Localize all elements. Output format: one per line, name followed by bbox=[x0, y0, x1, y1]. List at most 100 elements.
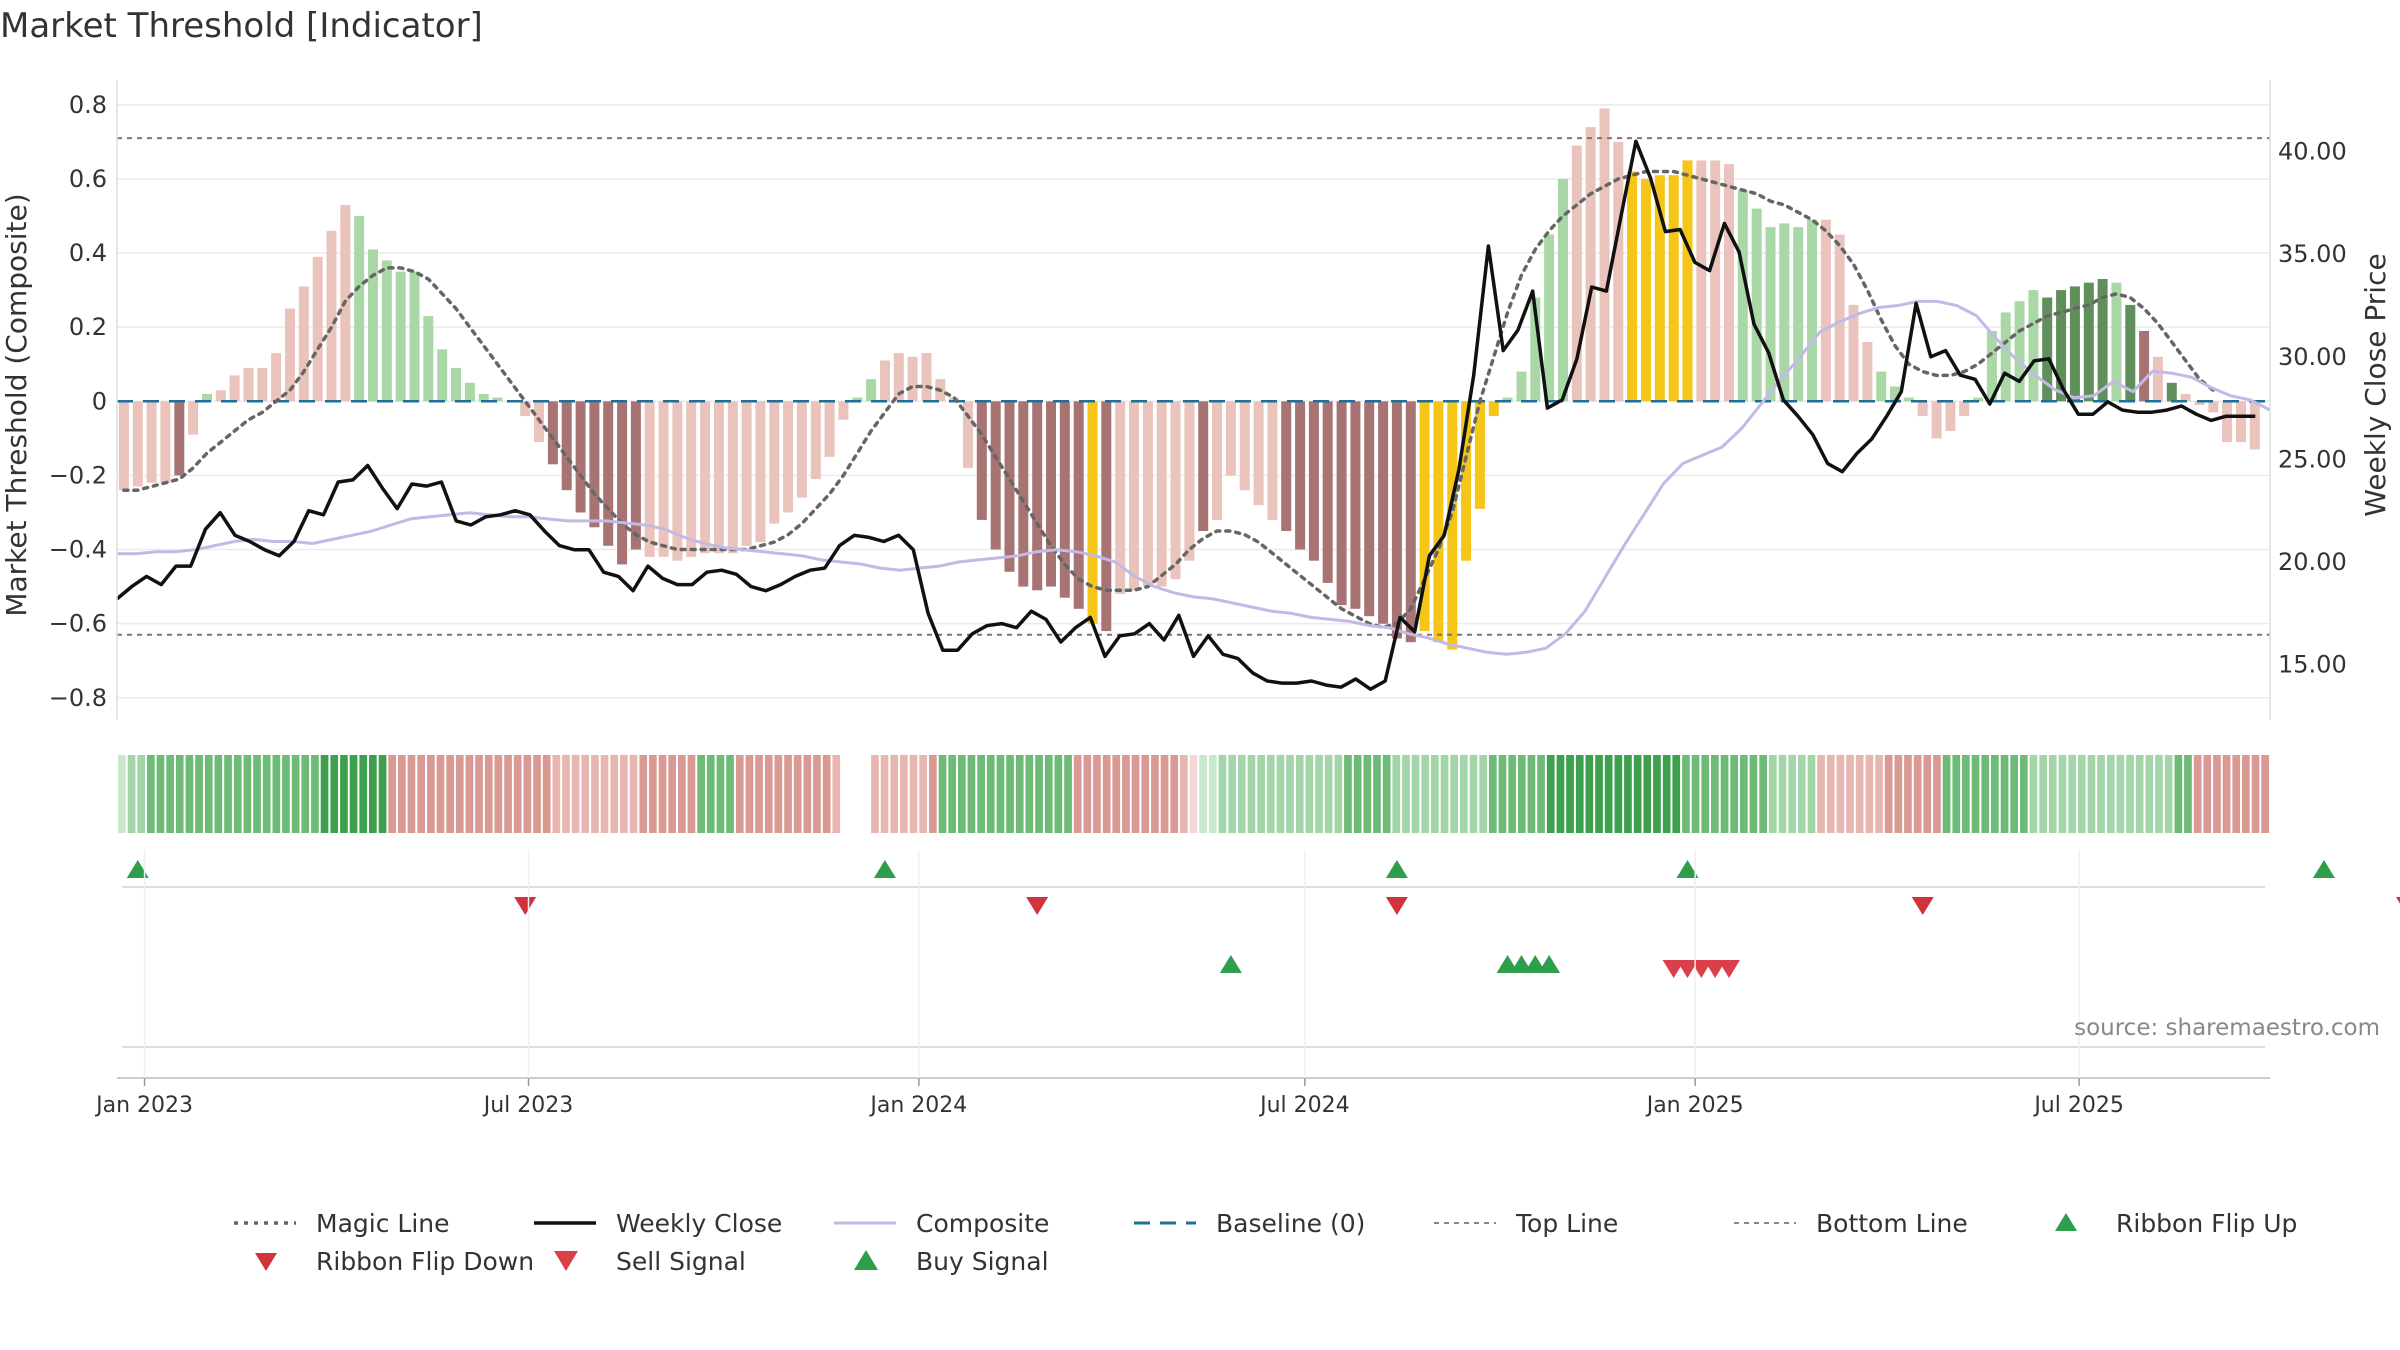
composite-bar bbox=[1170, 401, 1181, 580]
ribbon-segment bbox=[2184, 755, 2192, 833]
composite-bar bbox=[1461, 401, 1472, 561]
ribbon-segment bbox=[1566, 755, 1574, 833]
ribbon-segment bbox=[2068, 755, 2076, 833]
source-note: source: sharemaestro.com bbox=[2074, 1015, 2380, 1041]
sell-signal-marker bbox=[1662, 960, 1685, 978]
composite-bar bbox=[783, 401, 794, 513]
composite-bar bbox=[893, 353, 904, 402]
ribbon-segment bbox=[311, 755, 319, 833]
legend-label: Ribbon Flip Down bbox=[316, 1246, 535, 1276]
composite-bar bbox=[2000, 312, 2011, 402]
ribbon-segment bbox=[475, 755, 483, 833]
sell-signal-marker bbox=[1704, 960, 1727, 978]
composite-bar bbox=[727, 401, 738, 554]
composite-bar bbox=[1364, 401, 1375, 617]
ribbon-segment bbox=[678, 755, 686, 833]
ribbon-segment bbox=[1884, 755, 1893, 833]
ribbon-segment bbox=[1585, 755, 1594, 833]
composite-bar bbox=[243, 367, 254, 402]
ribbon-segment bbox=[533, 755, 541, 833]
ribbon-segment bbox=[1199, 755, 1207, 833]
ribbon-segment bbox=[764, 755, 773, 833]
ribbon-segment bbox=[320, 755, 329, 833]
ribbon-segment bbox=[1421, 755, 1430, 833]
ribbon-segment bbox=[1797, 755, 1806, 833]
ribbon-segment bbox=[2029, 755, 2038, 833]
y2-tick-label: 40.00 bbox=[2278, 138, 2347, 166]
composite-bar bbox=[963, 401, 973, 468]
ribbon-segment bbox=[2048, 755, 2057, 833]
composite-bar bbox=[824, 401, 835, 457]
sell-legend-swatch bbox=[554, 1251, 578, 1271]
ribbon-segment bbox=[2135, 755, 2144, 833]
ribbon-segment bbox=[378, 755, 387, 833]
composite-bar bbox=[1281, 401, 1292, 531]
composite-bar bbox=[492, 397, 503, 402]
ribbon-segment bbox=[1720, 755, 1729, 833]
ribbon-segment bbox=[745, 755, 754, 833]
composite-bar bbox=[1184, 401, 1195, 561]
composite-bar bbox=[1641, 178, 1651, 402]
buy-signal-marker bbox=[1496, 955, 1519, 973]
ribbon-segment bbox=[1749, 755, 1758, 833]
ribbon-segment bbox=[2058, 755, 2067, 833]
composite-bar bbox=[2069, 286, 2080, 402]
composite-bar bbox=[547, 401, 558, 465]
ribbon-segment bbox=[2213, 755, 2221, 833]
composite-bar bbox=[1336, 401, 1347, 606]
composite-bar bbox=[2028, 290, 2039, 402]
composite-bar bbox=[1986, 330, 1997, 402]
x-axis: Jan 2023 Jul 2023 Jan 2024 Jul 2024 Jan 2025… bbox=[94, 850, 2270, 1118]
composite-bar bbox=[271, 353, 282, 402]
composite-bar bbox=[1530, 297, 1541, 402]
ribbon-segment bbox=[706, 755, 715, 833]
composite-bar bbox=[1599, 108, 1610, 402]
composite-bar bbox=[1668, 175, 1679, 402]
ribbon-segment bbox=[1498, 755, 1507, 833]
composite-bar bbox=[1862, 342, 1873, 402]
ribbon-segment bbox=[1411, 755, 1420, 833]
composite-bar bbox=[1613, 141, 1624, 402]
composite-bar bbox=[686, 401, 697, 557]
legend-label: Weekly Close bbox=[616, 1208, 783, 1238]
composite-bar bbox=[298, 286, 309, 402]
composite-bar bbox=[880, 360, 890, 402]
composite-bar bbox=[561, 401, 572, 491]
x-tick-label: Jan 2025 bbox=[1645, 1093, 1744, 1118]
composite-bar bbox=[658, 401, 669, 557]
legend-item-close: Weekly Close bbox=[530, 1205, 782, 1241]
legend-label: Baseline (0) bbox=[1216, 1208, 1366, 1238]
composite-bar bbox=[990, 401, 1001, 550]
ribbon-segment bbox=[1334, 755, 1343, 833]
ribbon-segment bbox=[1083, 755, 1092, 833]
composite-bar bbox=[1696, 160, 1707, 402]
ribbon-segment bbox=[1991, 755, 1999, 833]
composite-bar bbox=[1793, 227, 1804, 402]
buy-signal-marker bbox=[1524, 955, 1547, 973]
composite-bar bbox=[1046, 401, 1056, 587]
ribbon-segment bbox=[1807, 755, 1816, 833]
ribbon-segment bbox=[1971, 755, 1980, 833]
composite-bar bbox=[1848, 304, 1859, 402]
composite-legend-swatch bbox=[834, 1221, 896, 1225]
ribbon-segment bbox=[330, 755, 339, 833]
composite-bar bbox=[741, 401, 752, 546]
ribbon-flip-down-marker bbox=[1911, 897, 1934, 915]
y-tick-label: 0.4 bbox=[69, 239, 107, 267]
ribbon-segment bbox=[2145, 755, 2154, 833]
ribbon-segment bbox=[1363, 755, 1372, 833]
ribbon-segment bbox=[388, 755, 396, 833]
y2-axis-label: Weekly Close Price bbox=[2359, 253, 2392, 516]
ribbon-segment bbox=[291, 755, 300, 833]
ribbon-segment bbox=[1460, 755, 1468, 833]
ribbon-segment bbox=[552, 755, 561, 833]
composite-bar bbox=[1032, 401, 1043, 591]
ribbon-segment bbox=[1440, 755, 1449, 833]
ribbon-segment bbox=[735, 755, 744, 833]
x-tick-label: Jul 2024 bbox=[1258, 1093, 1350, 1118]
composite-bar bbox=[520, 401, 531, 417]
buy-signal-marker bbox=[1510, 955, 1533, 973]
ribbon-segment bbox=[1653, 755, 1661, 833]
ribbon-segment bbox=[1556, 755, 1565, 833]
ribbon-segment bbox=[687, 755, 696, 833]
